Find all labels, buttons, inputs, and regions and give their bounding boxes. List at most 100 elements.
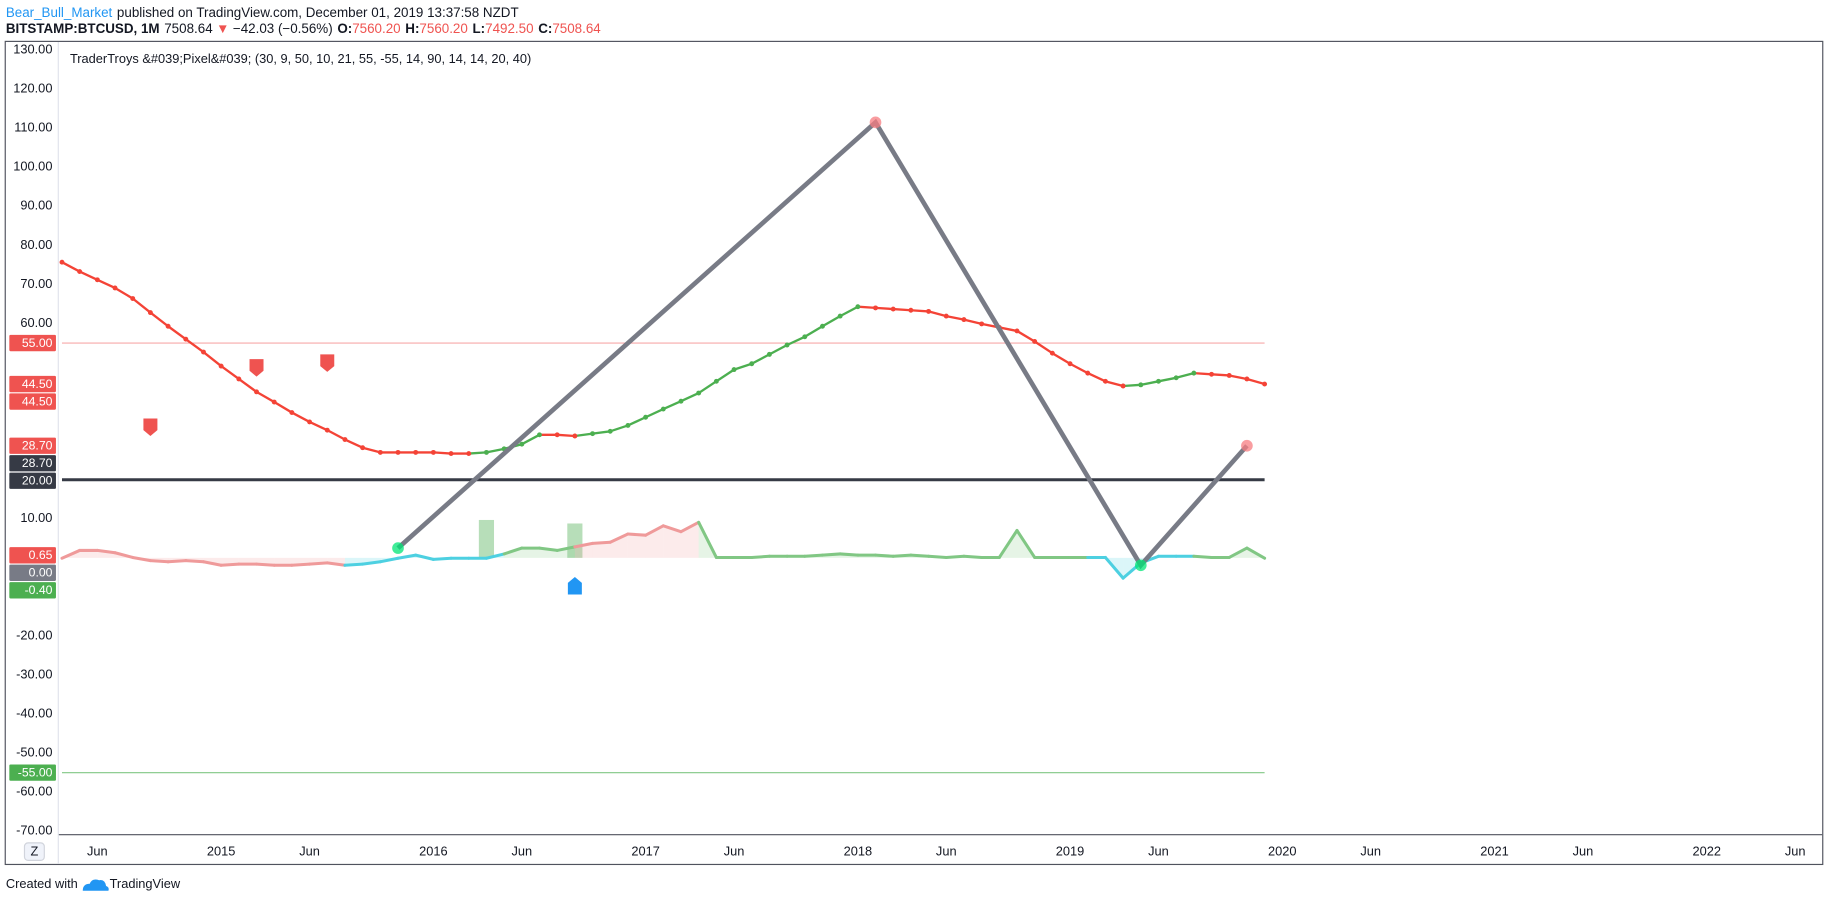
oscillator-segment [803,553,824,558]
footer-created: Created with [6,876,78,891]
oscillator-segment [962,554,984,559]
price-tag-label: -55.00 [18,765,53,779]
oscillator-segment [626,532,648,537]
ohlc-value: 7560.20 [419,21,467,36]
publisher-link[interactable]: Bear_Bull_Market [6,4,113,19]
line-point [218,363,224,369]
line-point [289,410,295,416]
line-point [678,398,684,404]
line-point [1120,383,1126,389]
oscillator-segment [1227,546,1249,559]
x-tick-label: 2019 [1056,844,1085,859]
x-tick-label: 2015 [207,844,236,859]
y-tick-label: 130.00 [13,42,52,57]
line-point [1173,375,1179,381]
zoom-button[interactable]: Z [23,842,45,861]
y-tick-label: 60.00 [20,315,52,330]
x-tick-label: 2018 [844,844,873,859]
ohlc-value: 7560.20 [352,21,400,36]
line-point [731,367,737,373]
header-line-1: Bear_Bull_Market published on TradingView… [6,4,519,19]
price-tag [9,472,56,489]
line-point [519,441,525,447]
line-point [590,431,595,437]
oscillator-segment [95,548,117,555]
line-point [201,349,206,355]
line-point [1085,370,1091,376]
line-point [643,414,649,420]
line-segment [96,278,116,290]
oscillator-segment [502,546,524,556]
price-tag-label: 28.70 [22,456,53,470]
oscillator-area [663,525,681,558]
line-segment [609,424,629,433]
line-point [395,449,401,455]
oscillator-segment [608,532,630,544]
line-segment [1193,371,1212,376]
publish-info: published on TradingView.com, December 0… [117,4,519,19]
line-segment [202,351,222,368]
line-segment [875,306,894,311]
oscillator-segment [131,555,152,563]
price-tag-label: 20.00 [22,474,53,488]
oscillator-segment [644,524,665,537]
oscillator-segment [537,546,559,552]
oscillator-segment [166,559,188,564]
oscillator-segment [1015,528,1037,559]
ohlc-label: O: [337,21,352,36]
line-point [1226,373,1232,378]
signal-marker [320,354,335,372]
x-tick-label: Jun [1148,844,1169,859]
oscillator-segment [148,559,170,564]
y-tick-label: -40.00 [16,705,52,720]
oscillator-segment [396,553,418,560]
price-tag [9,455,56,472]
line-segment [627,416,647,427]
oscillator-area [238,557,257,565]
oscillator-segment [184,559,205,564]
line-segment [1123,383,1141,388]
x-tick-label: Jun [1785,844,1806,859]
oscillator-segment [997,528,1019,559]
line-segment [1016,329,1036,343]
line-point [1191,370,1197,376]
indicator-label: TraderTroys &#039;Pixel&#039; (30, 9, 50… [70,51,531,66]
line-segment [645,407,664,419]
line-segment [963,318,982,326]
oscillator-area [627,534,646,558]
oscillator-segment [891,553,913,558]
tradingview-link[interactable]: TradingView [82,876,181,891]
line-segment [557,433,575,438]
line-point [837,313,843,319]
line-segment [362,446,381,454]
oscillator-segment [679,520,701,534]
zoom-button-label: Z [30,844,38,859]
line-point [890,306,896,312]
pivot-point [392,542,404,554]
line-segment [1158,376,1177,383]
line-point [908,307,914,313]
line-point [271,399,277,405]
line-point [1049,350,1055,356]
line-point [554,432,560,438]
line-point [784,342,790,348]
line-point [77,269,83,275]
pivot-point [869,116,882,129]
line-segment [698,380,717,395]
line-segment [291,411,311,423]
oscillator-segment [591,540,612,545]
x-tick-label: 2017 [631,844,660,859]
oscillator-segment [1103,555,1125,580]
line-segment [521,433,541,446]
oscillator-area [79,550,98,558]
price-tag [9,437,56,454]
oscillator-segment [838,552,860,557]
line-point [979,321,985,327]
price-tag [9,547,56,564]
price-tag-label: -0.40 [25,583,53,597]
line-segment [1246,377,1265,386]
line-point [307,419,313,425]
line-segment [768,343,788,356]
ohlc-value: 7492.50 [485,21,533,36]
line-point [696,390,702,396]
